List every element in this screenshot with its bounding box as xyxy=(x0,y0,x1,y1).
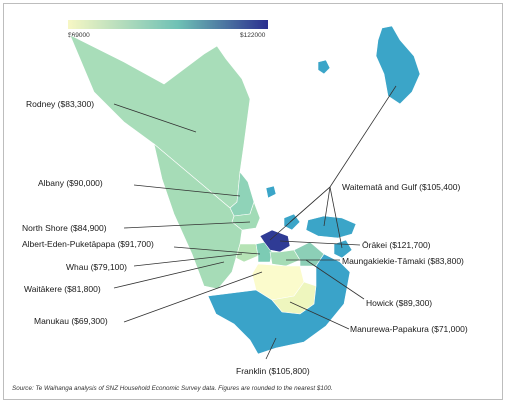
leader-waitemata-5 xyxy=(269,186,331,241)
island-kawau xyxy=(265,185,277,199)
leader-waitemata-2 xyxy=(323,186,331,227)
legend-color-bar xyxy=(68,20,268,29)
leader-orakei xyxy=(279,240,361,246)
label-albany: Albany ($90,000) xyxy=(38,178,103,188)
label-whau: Whau ($79,100) xyxy=(66,262,127,272)
island-rangitoto xyxy=(283,213,301,231)
region-orakei xyxy=(259,229,291,253)
leader-howick xyxy=(305,259,365,300)
leader-manurewa xyxy=(289,301,350,330)
legend-min-label: $69000 xyxy=(68,32,90,39)
map-figure: $69000 $122000 xyxy=(3,3,503,400)
leader-rodney xyxy=(113,103,197,133)
leader-whau xyxy=(133,253,243,267)
label-albert-eden: Albert-Eden-Puketāpapa ($91,700) xyxy=(22,239,154,249)
label-orakei: Ōrākei ($121,700) xyxy=(362,240,431,250)
island-great-barrier xyxy=(375,25,421,105)
label-howick: Howick ($89,300) xyxy=(366,298,432,308)
leader-waitakere xyxy=(113,261,225,289)
label-maungakiekie: Maungakiekie-Tāmaki ($83,800) xyxy=(342,256,464,266)
label-manukau: Manukau ($69,300) xyxy=(34,316,108,326)
legend-max-label: $122000 xyxy=(240,32,266,39)
leader-albany xyxy=(133,184,241,197)
region-rodney xyxy=(69,34,251,209)
leader-albert-eden xyxy=(173,246,261,255)
label-rodney: Rodney ($83,300) xyxy=(26,99,94,109)
source-note: Source: Te Waihanga analysis of SNZ Hous… xyxy=(12,385,333,392)
label-waitemata: Waitematā and Gulf ($105,400) xyxy=(342,182,460,192)
leader-waitemata-1 xyxy=(329,85,397,188)
leader-north-shore xyxy=(123,221,251,229)
label-north-shore: North Shore ($84,900) xyxy=(22,223,107,233)
auckland-map: Rodney ($83,300) Albany ($90,000) North … xyxy=(22,25,468,376)
leader-manukau xyxy=(123,271,263,323)
region-waitakere xyxy=(153,143,243,290)
label-waitakere: Waitākere ($81,800) xyxy=(24,284,101,294)
island-waiheke xyxy=(305,215,357,239)
leader-waitemata-4 xyxy=(329,186,343,249)
label-franklin: Franklin ($105,800) xyxy=(236,366,310,376)
leader-lines xyxy=(113,85,397,360)
region-franklin xyxy=(207,253,351,355)
label-manurewa: Manurewa-Papakura ($71,000) xyxy=(350,324,468,334)
island-little-barrier xyxy=(317,59,331,75)
leader-franklin xyxy=(265,337,277,360)
